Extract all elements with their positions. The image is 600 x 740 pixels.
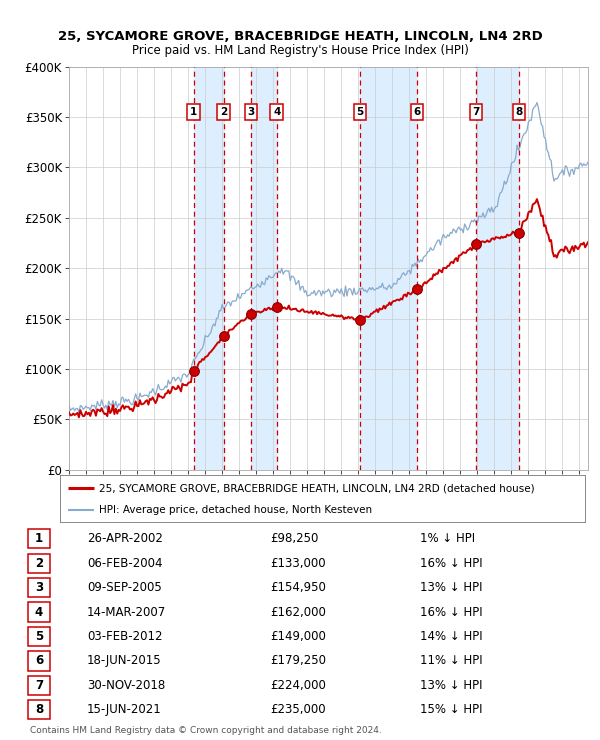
Text: 15-JUN-2021: 15-JUN-2021 (87, 703, 162, 716)
Bar (476, 67, 519, 470)
Text: £98,250: £98,250 (270, 532, 319, 545)
Text: 16% ↓ HPI: 16% ↓ HPI (420, 605, 482, 619)
Text: 7: 7 (35, 679, 43, 692)
Text: 13% ↓ HPI: 13% ↓ HPI (420, 581, 482, 594)
Text: 03-FEB-2012: 03-FEB-2012 (87, 630, 163, 643)
Text: 8: 8 (515, 107, 523, 117)
Bar (251, 67, 277, 470)
Text: 1: 1 (35, 532, 43, 545)
Text: £235,000: £235,000 (270, 703, 326, 716)
Text: 14% ↓ HPI: 14% ↓ HPI (420, 630, 482, 643)
Text: 4: 4 (273, 107, 280, 117)
Text: 06-FEB-2004: 06-FEB-2004 (87, 556, 163, 570)
Text: 30-NOV-2018: 30-NOV-2018 (87, 679, 165, 692)
Text: 7: 7 (472, 107, 480, 117)
Text: 25, SYCAMORE GROVE, BRACEBRIDGE HEATH, LINCOLN, LN4 2RD: 25, SYCAMORE GROVE, BRACEBRIDGE HEATH, L… (58, 30, 542, 43)
Text: £179,250: £179,250 (270, 654, 326, 667)
Text: 2: 2 (220, 107, 227, 117)
Bar (194, 67, 224, 470)
Text: 26-APR-2002: 26-APR-2002 (87, 532, 163, 545)
Text: £154,950: £154,950 (270, 581, 326, 594)
Text: Price paid vs. HM Land Registry's House Price Index (HPI): Price paid vs. HM Land Registry's House … (131, 44, 469, 57)
Text: 18-JUN-2015: 18-JUN-2015 (87, 654, 161, 667)
Text: 1: 1 (190, 107, 197, 117)
Text: 5: 5 (35, 630, 43, 643)
Text: £133,000: £133,000 (270, 556, 326, 570)
Text: £224,000: £224,000 (270, 679, 326, 692)
Bar (360, 67, 417, 470)
Text: 2: 2 (35, 556, 43, 570)
Text: 15% ↓ HPI: 15% ↓ HPI (420, 703, 482, 716)
Text: 4: 4 (35, 605, 43, 619)
Text: 09-SEP-2005: 09-SEP-2005 (87, 581, 162, 594)
Text: £149,000: £149,000 (270, 630, 326, 643)
Text: 1% ↓ HPI: 1% ↓ HPI (420, 532, 475, 545)
Text: 16% ↓ HPI: 16% ↓ HPI (420, 556, 482, 570)
Text: 5: 5 (356, 107, 364, 117)
Text: £162,000: £162,000 (270, 605, 326, 619)
Text: 3: 3 (35, 581, 43, 594)
Text: 6: 6 (413, 107, 421, 117)
Text: 3: 3 (247, 107, 254, 117)
Text: 6: 6 (35, 654, 43, 667)
Text: Contains HM Land Registry data © Crown copyright and database right 2024.: Contains HM Land Registry data © Crown c… (30, 726, 382, 735)
Text: 13% ↓ HPI: 13% ↓ HPI (420, 679, 482, 692)
Text: 8: 8 (35, 703, 43, 716)
Text: 25, SYCAMORE GROVE, BRACEBRIDGE HEATH, LINCOLN, LN4 2RD (detached house): 25, SYCAMORE GROVE, BRACEBRIDGE HEATH, L… (100, 483, 535, 493)
Text: 14-MAR-2007: 14-MAR-2007 (87, 605, 166, 619)
Text: HPI: Average price, detached house, North Kesteven: HPI: Average price, detached house, Nort… (100, 505, 373, 515)
Text: 11% ↓ HPI: 11% ↓ HPI (420, 654, 482, 667)
